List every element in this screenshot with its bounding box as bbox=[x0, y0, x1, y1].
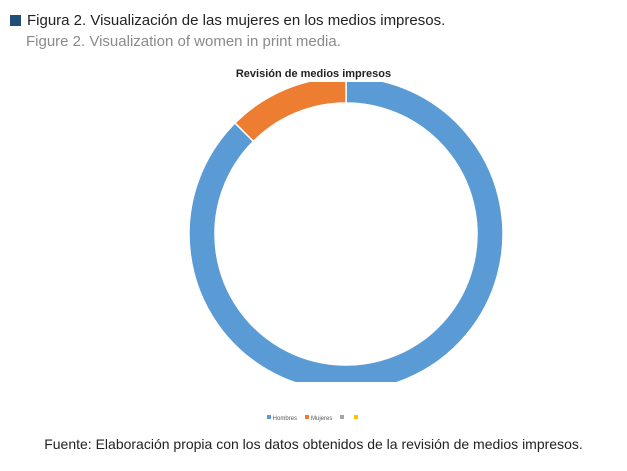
legend-item-hombres: Hombres bbox=[266, 415, 297, 422]
figure-caption-spanish: Figura 2. Visualización de las mujeres e… bbox=[27, 12, 446, 29]
legend-item-series-4 bbox=[354, 415, 360, 422]
figure-source: Fuente: Elaboración propia con los datos… bbox=[44, 436, 583, 452]
legend-swatch bbox=[340, 415, 345, 419]
donut-slice-hombres bbox=[188, 82, 504, 382]
caption-square-icon bbox=[10, 15, 21, 26]
legend-item-series-3 bbox=[340, 415, 346, 422]
legend-swatch bbox=[354, 415, 359, 419]
legend-label: Hombres bbox=[272, 416, 297, 422]
figure-caption-english: Figure 2. Visualization of women in prin… bbox=[26, 33, 341, 50]
legend-item-mujeres: Mujeres bbox=[305, 415, 332, 422]
chart-title: Revisión de medios impresos bbox=[235, 68, 392, 80]
figure-caption: Figura 2. Visualización de las mujeres e… bbox=[10, 12, 445, 29]
chart-legend: Hombres Mujeres bbox=[0, 415, 627, 422]
legend-label: Mujeres bbox=[311, 416, 333, 422]
donut-slice-mujeres bbox=[233, 82, 347, 143]
legend-swatch bbox=[305, 415, 309, 419]
donut-chart bbox=[188, 82, 504, 382]
legend-swatch bbox=[266, 415, 271, 419]
